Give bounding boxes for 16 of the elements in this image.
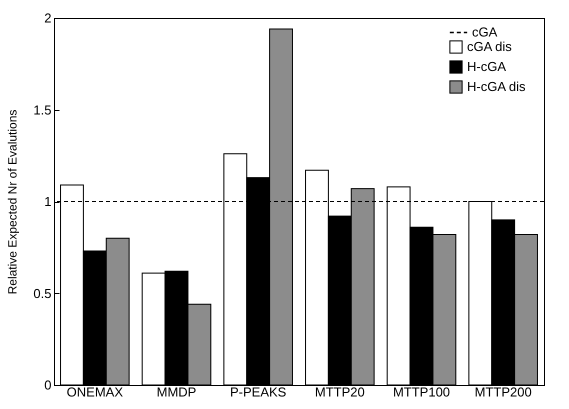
legend-label: cGA [472,24,498,40]
x-tick-label: ONEMAX [66,384,124,400]
y-axis-title: Relative Expected Nr of Evalutions [5,110,20,294]
legend-label: H-cGA dis [467,79,526,94]
y-tick-label: 1 [44,194,52,209]
x-tick-label: MTTP200 [474,384,532,400]
y-tick-label: 2 [44,10,52,26]
x-tick-label: MTTP100 [392,384,450,400]
x-tick-label: MMDP [156,384,196,400]
legend-label: H-cGA [467,59,506,74]
y-tick-label: 0.5 [33,286,52,301]
x-tick-label: MTTP20 [314,384,365,400]
legend-label: cGA dis [467,39,512,54]
y-tick-label: 0 [44,378,52,392]
x-tick-label: P-PEAKS [230,384,287,400]
y-tick-label: 1.5 [33,102,52,118]
